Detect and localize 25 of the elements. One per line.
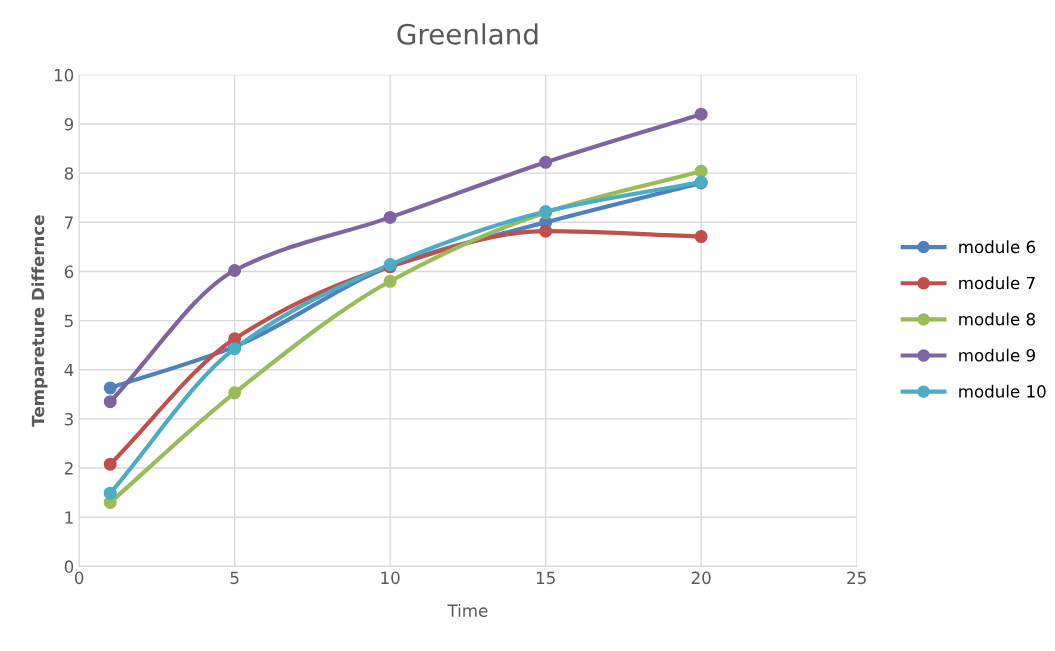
chart-title: Greenland — [397, 23, 538, 45]
x-axis-title: Time — [447, 604, 488, 617]
y-tick-label: 10 — [54, 68, 74, 82]
y-tick-label: 4 — [64, 363, 74, 377]
x-tick-label: 10 — [381, 571, 400, 585]
y-tick-label: 8 — [64, 167, 74, 180]
legend-label: module 9 — [959, 348, 1035, 362]
legend-label: module 6 — [959, 240, 1036, 254]
legend-label: module 8 — [959, 312, 1035, 326]
y-tick-label: 1 — [65, 511, 73, 524]
y-tick-label: 9 — [64, 117, 74, 131]
y-tick-label: 2 — [64, 462, 73, 475]
x-tick-label: 15 — [536, 571, 555, 585]
x-tick-label: 20 — [691, 571, 711, 585]
legend-label: module 7 — [959, 276, 1035, 290]
y-tick-label: 6 — [64, 265, 74, 279]
x-tick-label: 5 — [230, 571, 239, 585]
legend-label: module 10 — [959, 384, 1046, 398]
x-tick-label: 25 — [847, 571, 866, 585]
y-tick-label: 7 — [65, 216, 73, 229]
x-tick-label: 0 — [74, 571, 84, 585]
y-axis-title: Tempareture Differnce — [31, 215, 48, 427]
y-tick-label: 3 — [64, 412, 73, 426]
y-tick-label: 5 — [64, 314, 73, 328]
y-tick-label: 0 — [64, 560, 74, 573]
